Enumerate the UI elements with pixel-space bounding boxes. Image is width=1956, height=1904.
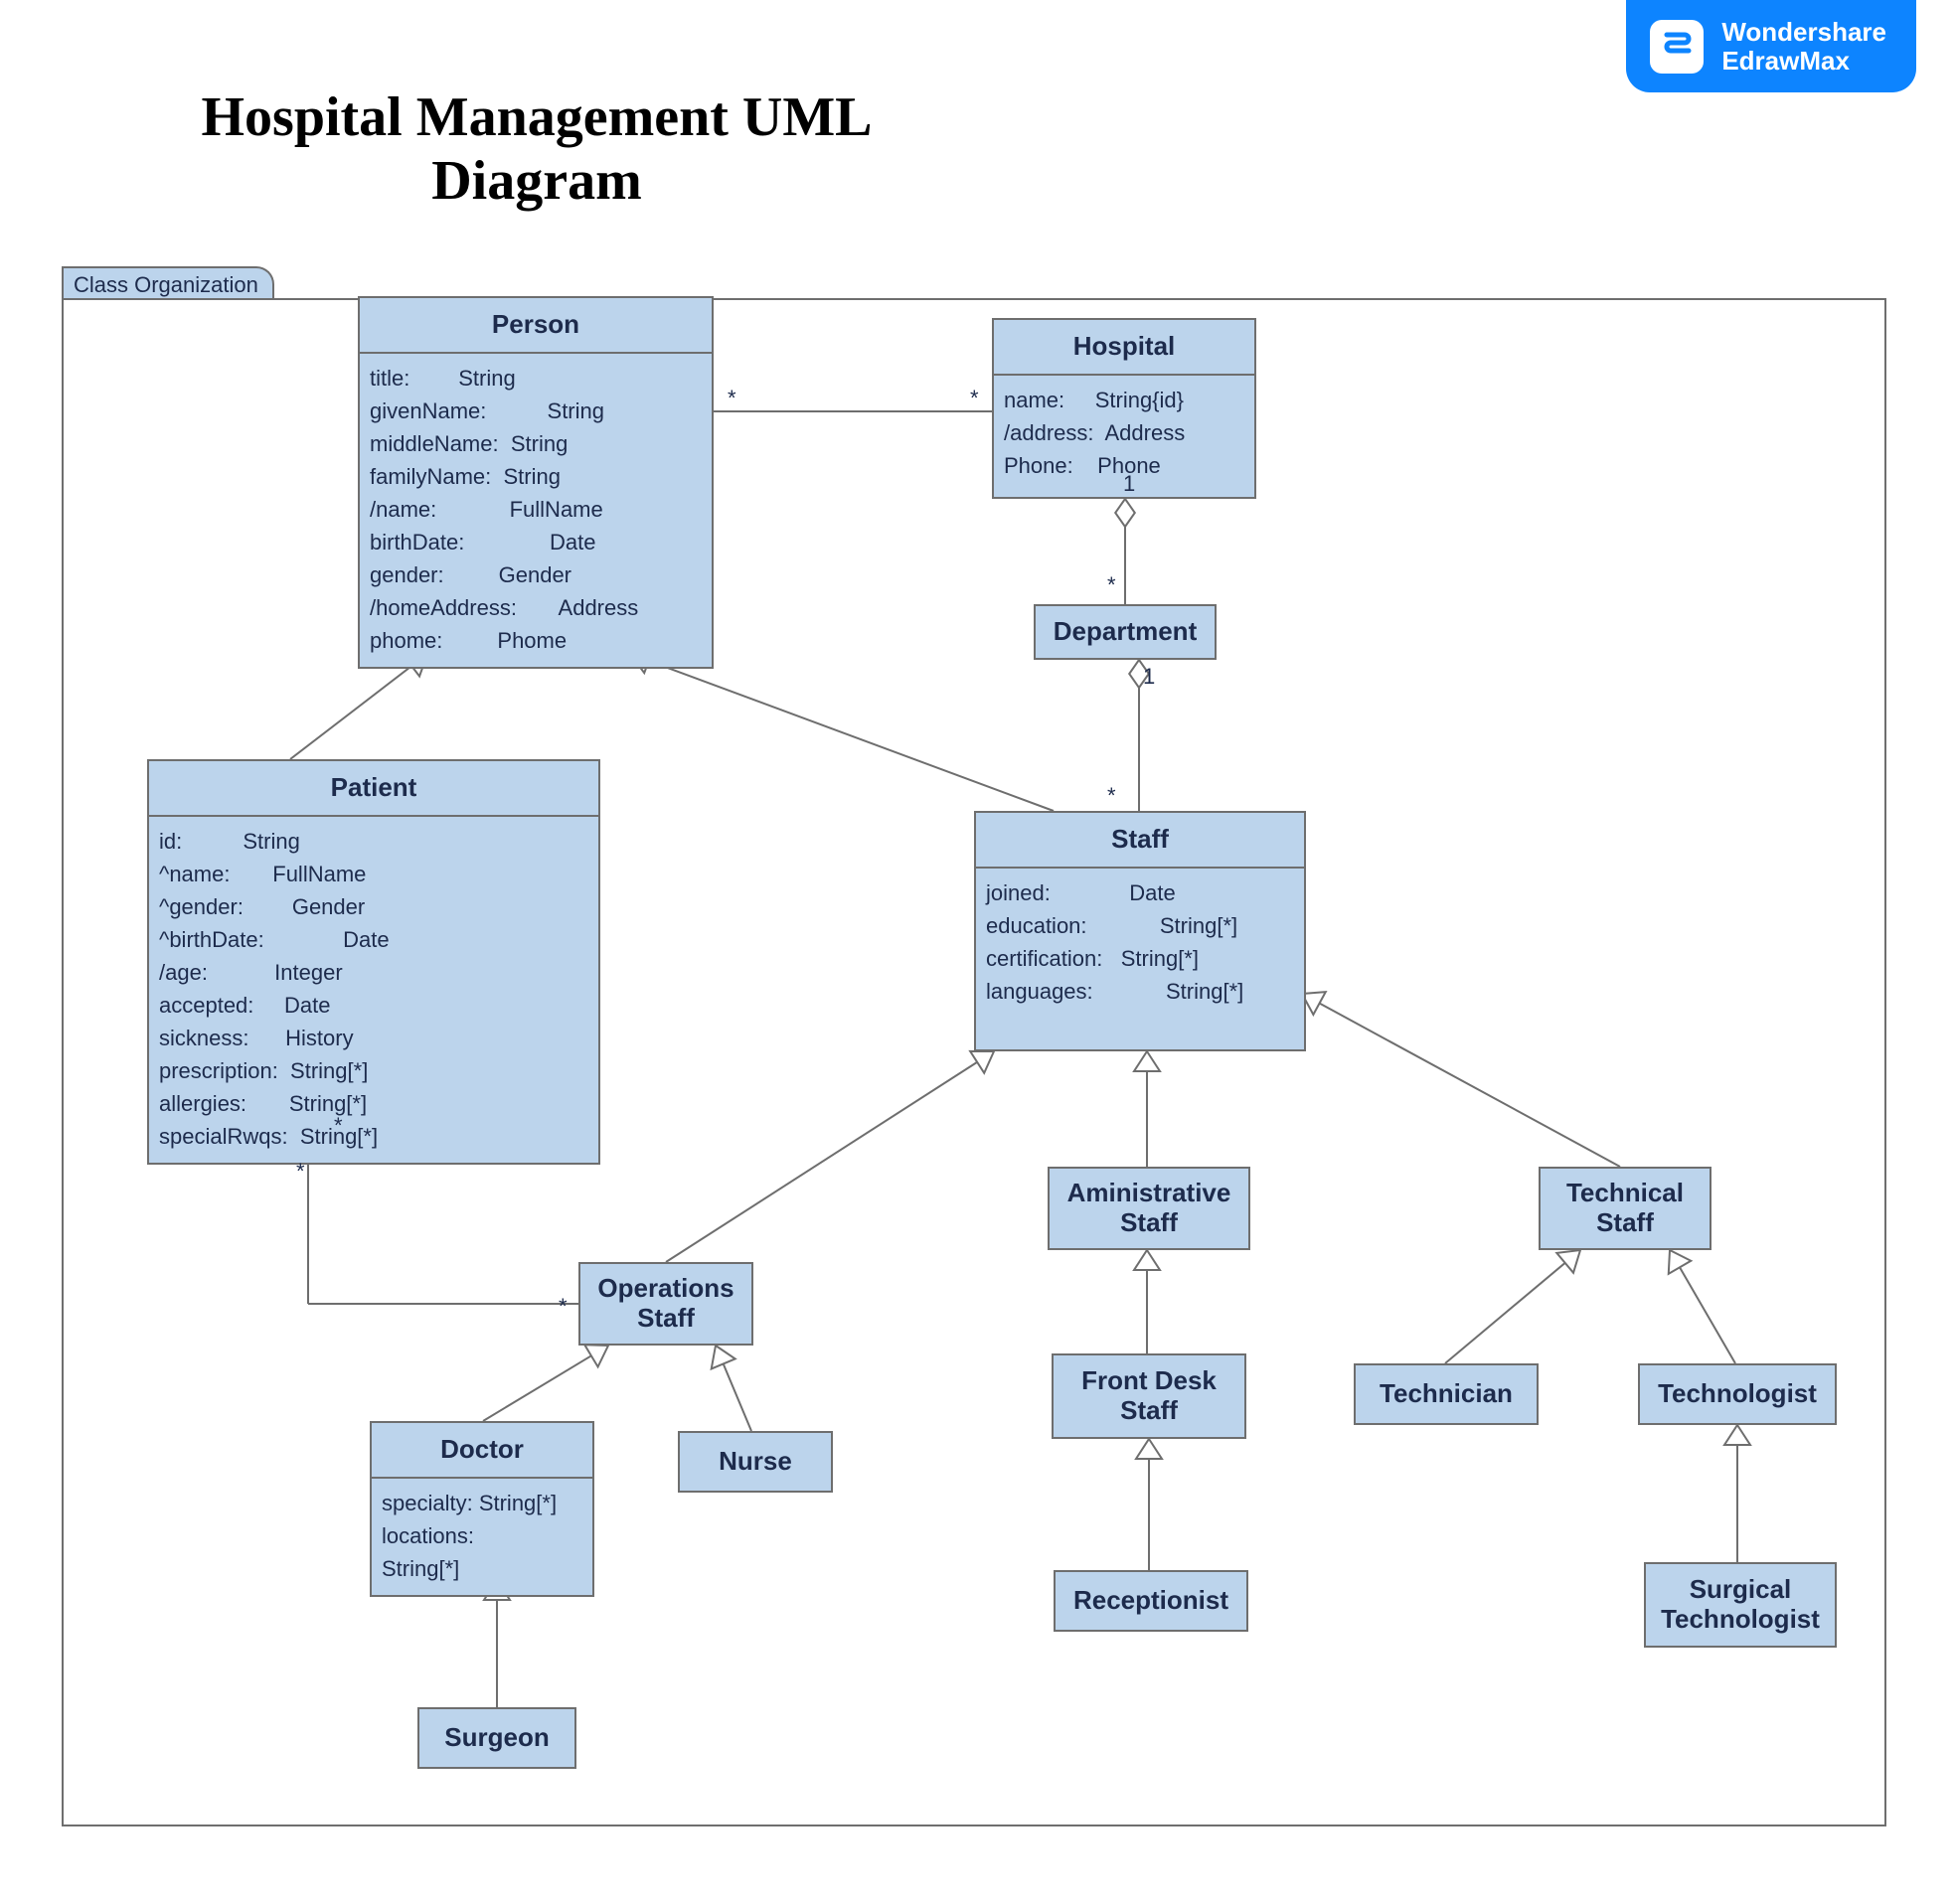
- class-attributes: id: String ^name: FullName ^gender: Gend…: [149, 817, 598, 1163]
- class-opsStaff: Operations Staff: [578, 1262, 753, 1346]
- class-staff: Staffjoined: Date education: String[*] c…: [974, 811, 1306, 1051]
- multiplicity-label: *: [970, 386, 979, 411]
- class-name: Technologist: [1652, 1367, 1823, 1421]
- class-name: Aministrative Staff: [1061, 1167, 1237, 1250]
- class-name: Front Desk Staff: [1075, 1354, 1222, 1438]
- class-nurse: Nurse: [678, 1431, 833, 1493]
- multiplicity-label: *: [296, 1159, 305, 1185]
- class-surgeon: Surgeon: [417, 1707, 576, 1769]
- class-name: Nurse: [713, 1435, 798, 1489]
- multiplicity-label: 1: [1123, 471, 1135, 497]
- class-name: Department: [1048, 605, 1203, 659]
- class-name: Surgeon: [438, 1711, 555, 1765]
- class-technologist: Technologist: [1638, 1363, 1837, 1425]
- class-doctor: Doctorspecialty: String[*] locations: St…: [370, 1421, 594, 1597]
- class-receptionist: Receptionist: [1054, 1570, 1248, 1632]
- class-name: Patient: [149, 761, 598, 817]
- brand-text: Wondershare EdrawMax: [1721, 18, 1886, 75]
- multiplicity-label: *: [1107, 783, 1116, 809]
- frame-tab: Class Organization: [62, 266, 274, 302]
- class-name: Receptionist: [1067, 1574, 1234, 1628]
- class-frontDesk: Front Desk Staff: [1052, 1353, 1246, 1439]
- class-surgTech: Surgical Technologist: [1644, 1562, 1837, 1648]
- class-name: Surgical Technologist: [1655, 1563, 1826, 1647]
- class-techStaff: Technical Staff: [1539, 1167, 1712, 1250]
- class-attributes: joined: Date education: String[*] certif…: [976, 869, 1304, 1018]
- class-attributes: title: String givenName: String middleNa…: [360, 354, 712, 667]
- class-name: Operations Staff: [591, 1262, 739, 1346]
- diagram-canvas: Wondershare EdrawMax Hospital Management…: [0, 0, 1956, 1904]
- class-adminStaff: Aministrative Staff: [1048, 1167, 1250, 1250]
- multiplicity-label: *: [559, 1294, 568, 1320]
- edrawmax-logo-icon: [1650, 20, 1704, 74]
- class-name: Person: [360, 298, 712, 354]
- class-person: Persontitle: String givenName: String mi…: [358, 296, 714, 669]
- multiplicity-label: *: [728, 386, 736, 411]
- class-name: Hospital: [994, 320, 1254, 376]
- class-department: Department: [1034, 604, 1217, 660]
- class-name: Staff: [976, 813, 1304, 869]
- multiplicity-label: *: [334, 1113, 343, 1139]
- class-name: Technical Staff: [1560, 1167, 1690, 1250]
- page-title: Hospital Management UML Diagram: [159, 85, 914, 214]
- multiplicity-label: 1: [1143, 664, 1155, 690]
- class-technician: Technician: [1354, 1363, 1539, 1425]
- class-attributes: specialty: String[*] locations: String[*…: [372, 1479, 592, 1595]
- class-name: Doctor: [372, 1423, 592, 1479]
- brand-badge: Wondershare EdrawMax: [1626, 0, 1916, 92]
- multiplicity-label: *: [1107, 572, 1116, 598]
- class-patient: Patientid: String ^name: FullName ^gende…: [147, 759, 600, 1165]
- class-name: Technician: [1374, 1367, 1519, 1421]
